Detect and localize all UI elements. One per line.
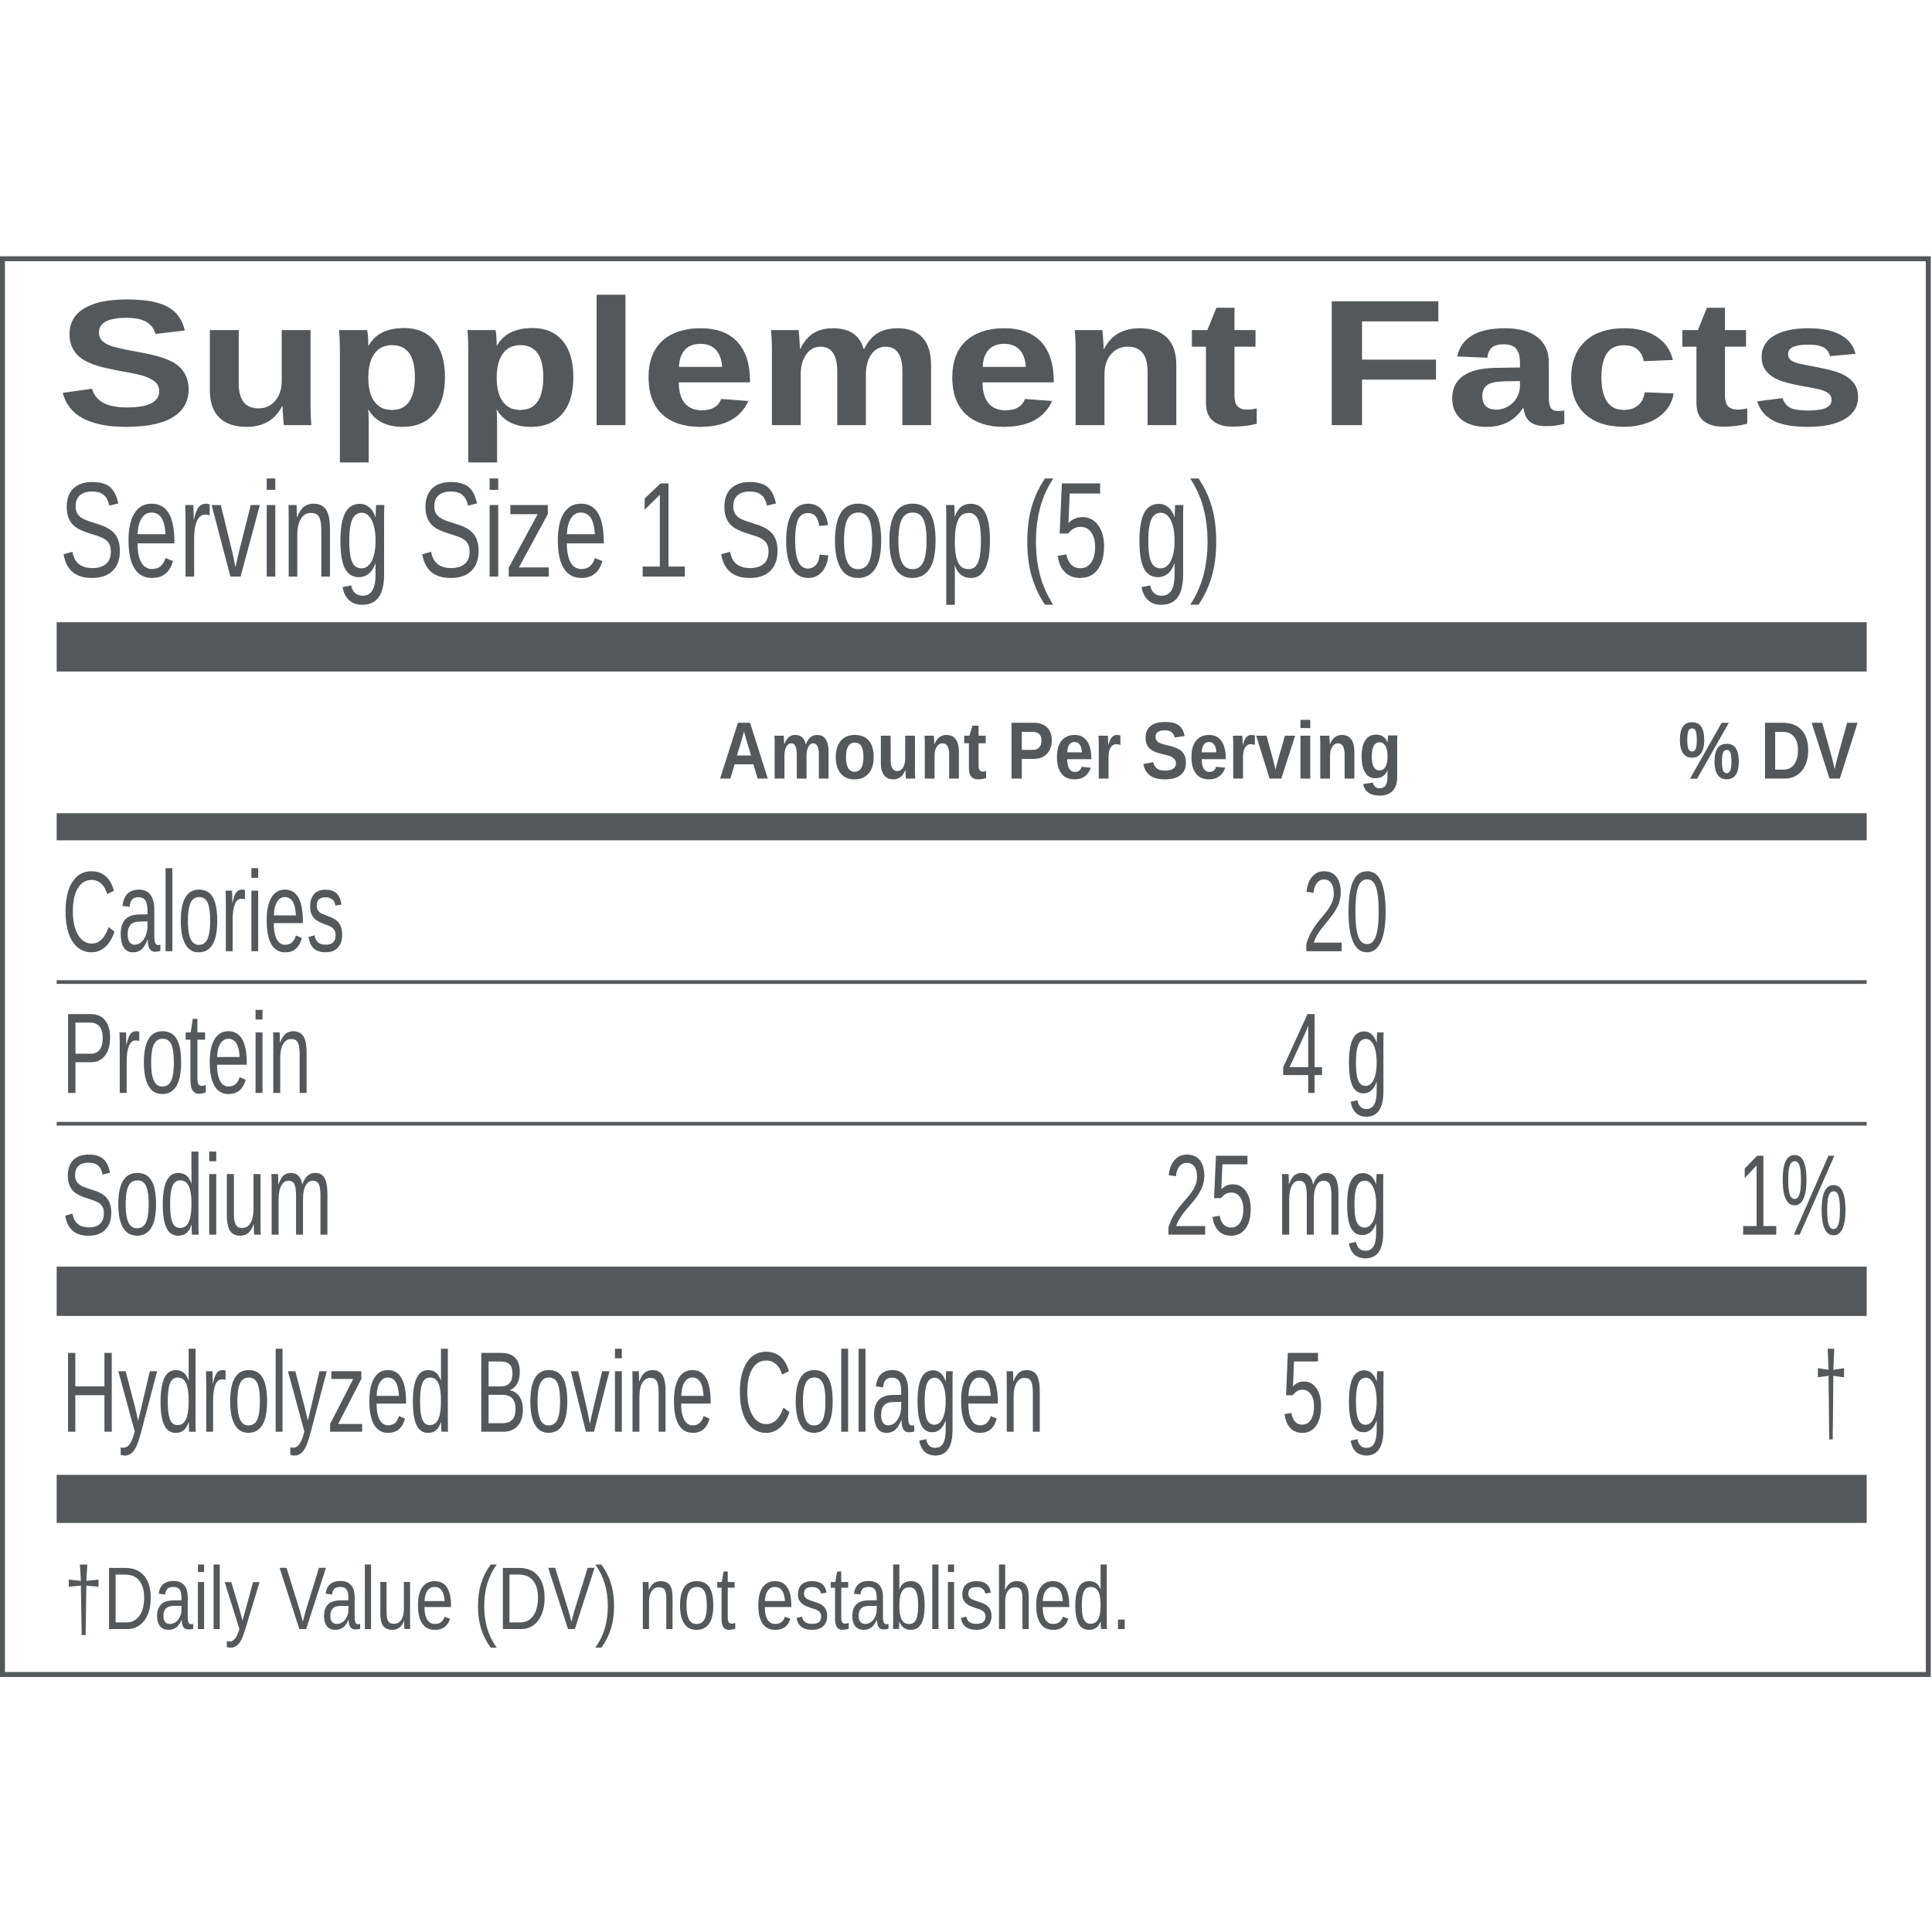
row-amount: 5 g — [1281, 1329, 1389, 1457]
dv-header: % DV — [1679, 706, 1859, 797]
row-amount: 25 mg — [1165, 1132, 1389, 1260]
footnote: †Daily Value (DV) not established. — [64, 1549, 1131, 1648]
thick-rule — [56, 1475, 1867, 1523]
row-name: Protein — [62, 990, 312, 1117]
row-name: Hydrolyzed Bovine Collagen — [62, 1329, 1045, 1457]
thick-rule — [56, 622, 1867, 672]
medium-rule — [56, 813, 1867, 841]
amount-header: Amount Per Serving — [719, 706, 1403, 797]
title: Supplement Facts — [56, 263, 1866, 464]
row-amount: 20 — [1302, 849, 1389, 976]
row-name: Calories — [62, 849, 345, 976]
thick-rule — [56, 1267, 1867, 1316]
row-dv: 1% — [1737, 1132, 1848, 1260]
panel-border — [0, 256, 1931, 1677]
row-amount: 4 g — [1281, 990, 1389, 1117]
serving-size: Serving Size 1 Scoop (5 g) — [60, 454, 1223, 606]
row-dv: † — [1814, 1329, 1849, 1457]
row-name: Sodium — [62, 1132, 333, 1260]
